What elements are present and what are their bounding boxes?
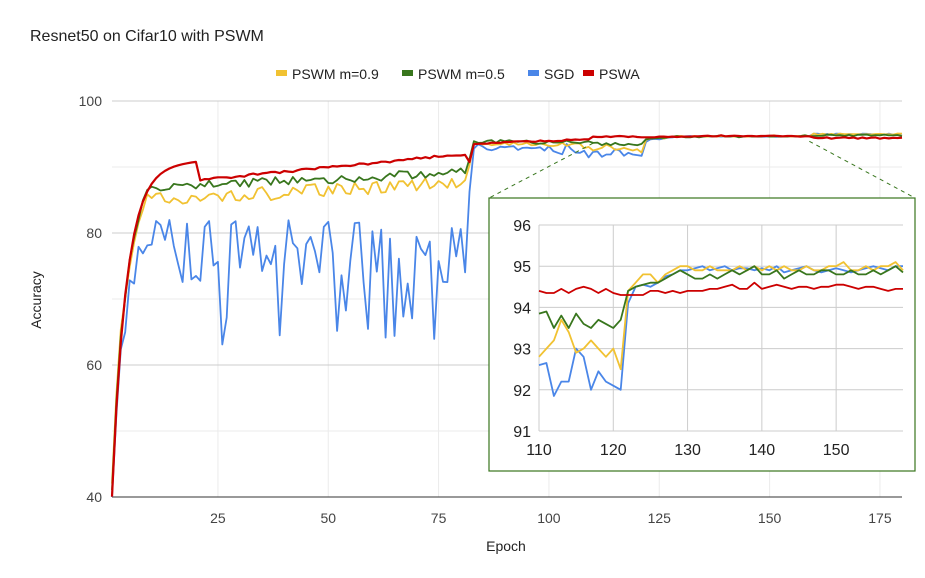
- inset-x-tick-label: 110: [526, 442, 552, 459]
- inset-x-tick-label: 120: [600, 442, 627, 459]
- y-tick-label: 100: [79, 93, 103, 109]
- x-tick-label: 150: [758, 510, 782, 526]
- y-tick-label: 60: [86, 357, 102, 373]
- inset-y-tick-label: 96: [513, 218, 531, 235]
- legend-swatch: [402, 70, 413, 76]
- legend: PSWM m=0.9 PSWM m=0.5 SGD PSWA: [276, 66, 640, 82]
- legend-label: SGD: [544, 66, 574, 82]
- inset-chart: 91 92 93 94 95 96 110 120 130 140 150: [488, 197, 916, 472]
- inset-y-tick-label: 91: [513, 424, 531, 441]
- x-tick-label: 175: [868, 510, 892, 526]
- x-tick-label: 25: [210, 510, 226, 526]
- x-tick-label: 100: [537, 510, 561, 526]
- inset-frame: [488, 197, 916, 472]
- legend-swatch: [276, 70, 287, 76]
- x-axis-label: Epoch: [486, 538, 526, 554]
- legend-label: PSWA: [599, 66, 640, 82]
- x-tick-label: 125: [648, 510, 672, 526]
- inset-series-line-pswa: [538, 281, 903, 296]
- main-series: [110, 132, 903, 498]
- inset-y-tick-label: 94: [513, 300, 531, 317]
- chart-title: Resnet50 on Cifar10 with PSWM: [30, 28, 264, 45]
- inset-y-tick-label: 92: [513, 383, 531, 400]
- inset-x-tick-label: 150: [823, 442, 850, 459]
- inset-y-tick-label: 95: [513, 259, 531, 276]
- inset-x-tick-label: 130: [674, 442, 701, 459]
- main-tick-labels: 25 50 75 100 125 150 175 40 60 80 100: [79, 93, 892, 526]
- legend-label: PSWM m=0.9: [292, 66, 379, 82]
- x-tick-label: 75: [431, 510, 447, 526]
- series-line-pswa: [110, 134, 903, 497]
- inset-connectors: [488, 140, 916, 199]
- y-tick-label: 80: [86, 225, 102, 241]
- inset-connector-right: [809, 140, 916, 199]
- y-axis-label: Accuracy: [28, 271, 44, 329]
- inset-series-line-sgd: [538, 265, 903, 397]
- inset-y-tick-label: 93: [513, 342, 531, 359]
- inset-x-tick-label: 140: [749, 442, 776, 459]
- inset-connector-left: [488, 142, 594, 199]
- legend-label: PSWM m=0.5: [418, 66, 505, 82]
- y-tick-label: 40: [86, 489, 102, 505]
- inset-series-line-pswm-m-0-9: [538, 261, 904, 371]
- inset-series-line-pswm-m-0-5: [538, 265, 904, 329]
- legend-swatch: [583, 70, 594, 76]
- legend-swatch: [528, 70, 539, 76]
- x-tick-label: 50: [320, 510, 336, 526]
